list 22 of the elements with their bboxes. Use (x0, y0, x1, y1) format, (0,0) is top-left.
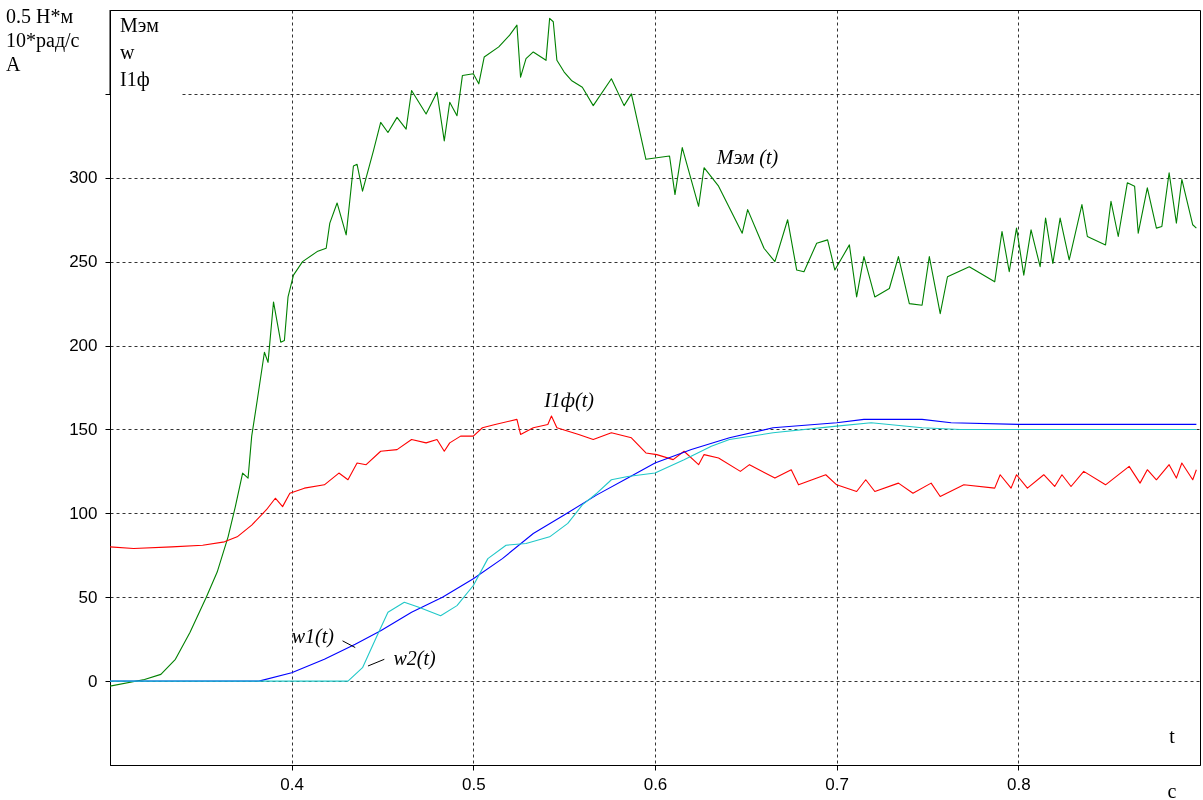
x-tick-label: 0.5 (462, 774, 486, 794)
y-tick-label: 200 (69, 336, 98, 356)
y-tick-label: 250 (69, 252, 98, 272)
annotation: t (1169, 725, 1176, 747)
y-tick-label: 50 (78, 587, 98, 607)
annotation: w (120, 41, 135, 63)
x-axis-title: с (1167, 780, 1177, 800)
series-label: I1ф(t) (543, 388, 595, 412)
x-tick-label: 0.6 (643, 774, 668, 794)
series-label: w1(t) (291, 625, 335, 649)
annotation: I1ф (120, 68, 150, 91)
x-tick-label: 0.7 (825, 774, 849, 794)
y-tick-label: 100 (69, 503, 98, 523)
x-tick-label: 0.4 (280, 774, 304, 794)
y-tick-label: 150 (69, 419, 98, 439)
y-tick-label: 300 (69, 168, 98, 188)
series-label: Мэм (t) (715, 145, 779, 169)
x-tick-label: 0.8 (1007, 774, 1031, 794)
annotation: Мэм (120, 14, 160, 36)
y-tick-label: 0 (88, 671, 98, 691)
series-label: w2(t) (393, 647, 436, 671)
y-axis-title: 0.5 Н*м 10*рад/с А (6, 5, 80, 75)
